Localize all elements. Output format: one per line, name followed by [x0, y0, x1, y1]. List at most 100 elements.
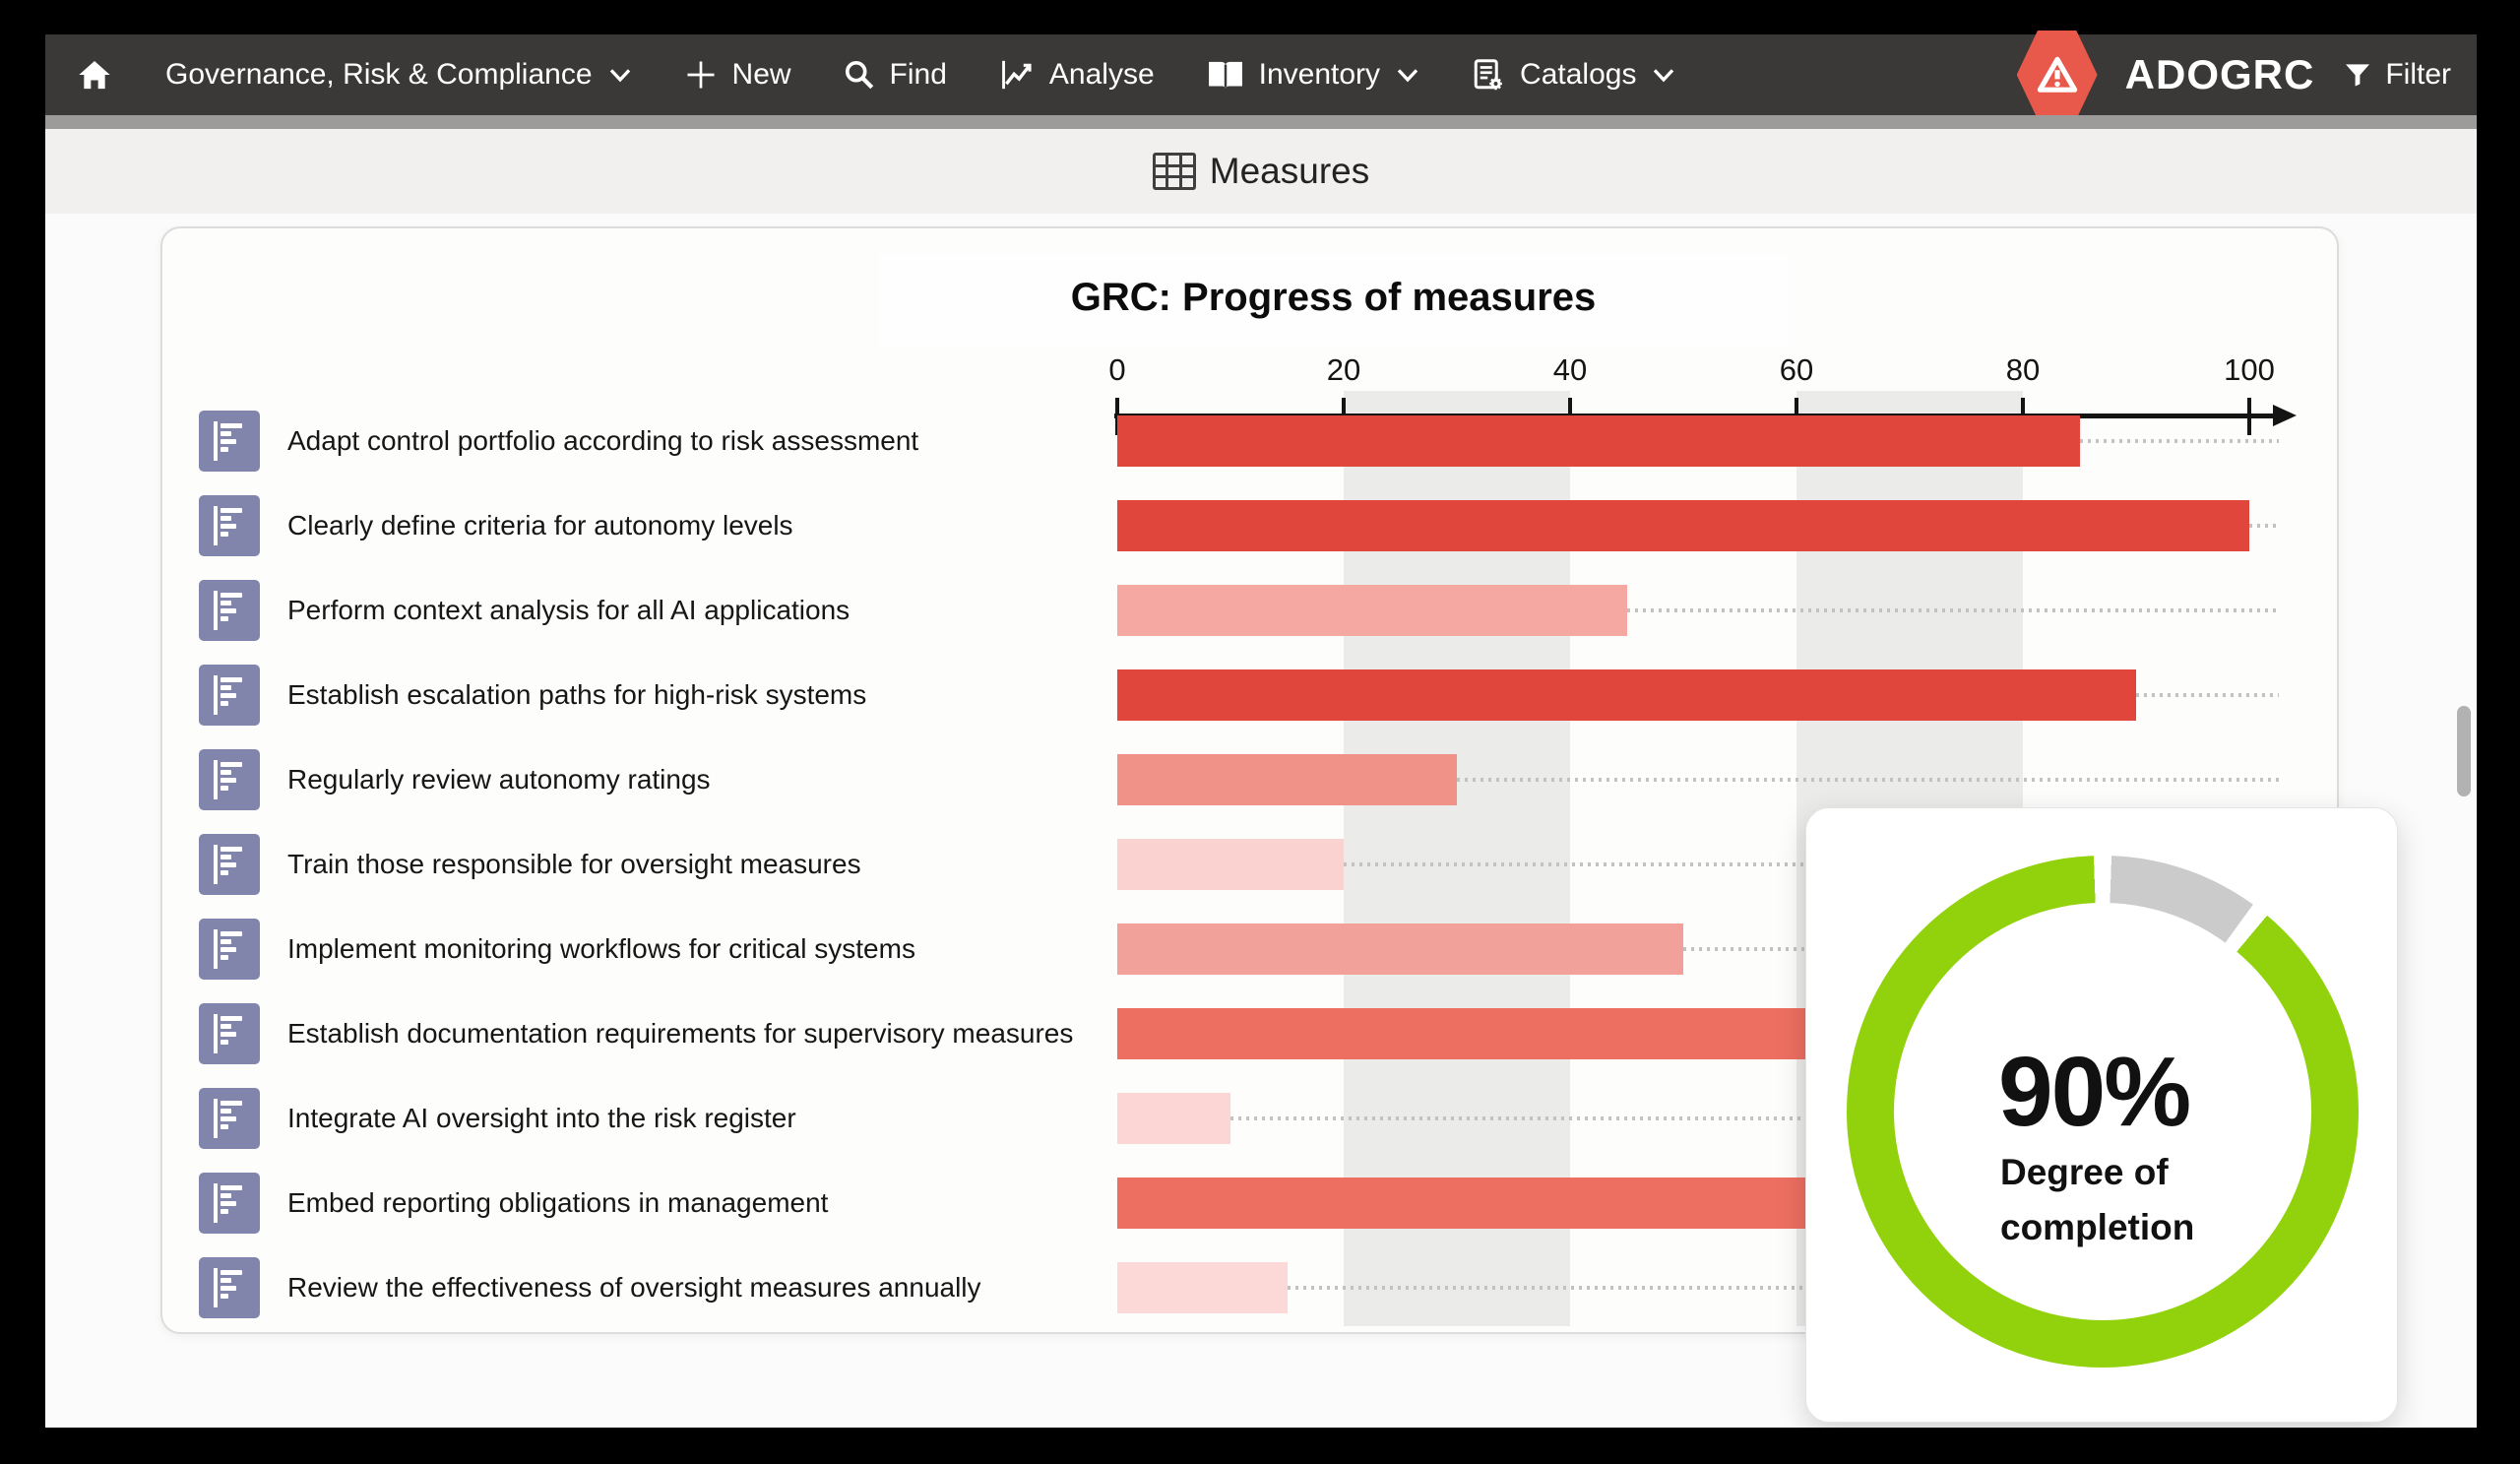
measure-tile[interactable]	[199, 919, 260, 980]
x-axis-tick-label: 60	[1779, 352, 1814, 387]
nav-item-new[interactable]: New	[683, 57, 791, 93]
measure-tile[interactable]	[199, 834, 260, 895]
leader-line	[1230, 1116, 2279, 1120]
progress-bar	[1117, 500, 2249, 551]
x-axis-tick-label: 20	[1326, 352, 1361, 387]
chart-title-strip	[878, 254, 1789, 347]
catalog-icon	[1471, 57, 1506, 93]
nav-right: ADOGRC Filter	[2016, 31, 2451, 119]
bar-chart-tile-icon	[214, 506, 247, 545]
nav-item-catalogs[interactable]: Catalogs	[1471, 57, 1675, 93]
brand-name: ADOGRC	[2124, 51, 2315, 97]
leader-line	[1626, 608, 2279, 612]
book-icon	[1206, 58, 1245, 92]
progress-bar	[1117, 1008, 1808, 1059]
measure-tile[interactable]	[199, 665, 260, 726]
gauge-caption-line1: Degree of	[2000, 1152, 2169, 1192]
nav-divider-strip	[45, 115, 2477, 129]
nav-item-analyse[interactable]: Analyse	[998, 58, 1155, 92]
leader-line	[2136, 693, 2279, 697]
nav-item-grc-module[interactable]: Governance, Risk & Compliance	[165, 58, 632, 92]
analyse-icon	[998, 58, 1036, 92]
measure-label[interactable]: Implement monitoring workflows for criti…	[287, 933, 915, 964]
measure-tile[interactable]	[199, 749, 260, 810]
bar-chart-tile-icon	[214, 1183, 247, 1223]
measure-tile[interactable]	[199, 580, 260, 641]
measure-label[interactable]: Perform context analysis for all AI appl…	[287, 595, 850, 625]
progress-bar	[1117, 839, 1344, 890]
warning-triangle-icon	[2034, 51, 2081, 98]
measure-label[interactable]: Train those responsible for oversight me…	[287, 849, 861, 879]
progress-bar	[1117, 923, 1683, 975]
leader-line	[1287, 1286, 2279, 1290]
nav-item-find[interactable]: Find	[843, 58, 947, 92]
progress-bar	[1117, 1262, 1288, 1313]
nav-item-label: New	[731, 58, 791, 91]
x-axis-tick-label: 40	[1552, 352, 1588, 387]
plus-icon	[683, 57, 719, 93]
measure-label[interactable]: Establish documentation requirements for…	[287, 1018, 1074, 1049]
measure-label[interactable]: Clearly define criteria for autonomy lev…	[287, 510, 793, 541]
x-axis-tick-label: 0	[1108, 352, 1126, 387]
completion-popup: 90% Degree of completion	[1805, 807, 2398, 1423]
filter-icon	[2342, 59, 2373, 91]
measure-tile[interactable]	[199, 1173, 260, 1234]
nav-item-label: Catalogs	[1520, 58, 1637, 91]
chevron-down-icon	[1652, 68, 1675, 83]
leader-line	[2079, 439, 2279, 443]
progress-bar	[1117, 754, 1457, 805]
table-grid-icon	[1152, 153, 1196, 190]
measure-label[interactable]: Adapt control portfolio according to ris…	[287, 425, 919, 456]
scrollbar-thumb[interactable]	[2457, 706, 2471, 796]
home-icon	[75, 55, 114, 95]
x-axis-tick-label: 100	[2224, 352, 2275, 387]
bar-chart-tile-icon	[214, 845, 247, 884]
chevron-down-icon	[608, 68, 632, 83]
bar-chart-tile-icon	[214, 421, 247, 461]
nav-item-label: Analyse	[1048, 58, 1155, 91]
measure-tile[interactable]	[199, 495, 260, 556]
bar-chart-tile-icon	[214, 1099, 247, 1138]
bar-chart-tile-icon	[214, 1014, 247, 1053]
nav-item-label: Inventory	[1258, 58, 1381, 91]
progress-bar	[1117, 585, 1627, 636]
page-header: Measures	[45, 129, 2477, 214]
bar-chart-tile-icon	[214, 1268, 247, 1307]
gauge-caption: Degree of completion	[2000, 1145, 2194, 1254]
brand-logo	[2016, 31, 2098, 119]
chevron-down-icon	[1396, 68, 1419, 83]
filter-button[interactable]: Filter	[2342, 58, 2451, 92]
progress-bar	[1117, 669, 2136, 721]
progress-bar	[1117, 1178, 1808, 1229]
leader-line	[2249, 524, 2279, 528]
bar-chart-tile-icon	[214, 760, 247, 799]
progress-bar	[1117, 1093, 1230, 1144]
x-axis-tick	[2247, 398, 2251, 435]
navbar: Governance, Risk & Compliance New Find Anal…	[45, 31, 2477, 119]
donut-hole	[1894, 903, 2311, 1320]
measure-label[interactable]: Regularly review autonomy ratings	[287, 764, 711, 795]
measure-tile[interactable]	[199, 1003, 260, 1064]
nav-item-home[interactable]	[75, 55, 114, 95]
measure-label[interactable]: Integrate AI oversight into the risk reg…	[287, 1103, 796, 1133]
measure-tile[interactable]	[199, 1257, 260, 1318]
x-axis-tick-label: 80	[2005, 352, 2041, 387]
measure-label[interactable]: Review the effectiveness of oversight me…	[287, 1272, 981, 1303]
search-icon	[843, 58, 876, 92]
nav-menu: Governance, Risk & Compliance New Find Anal…	[45, 34, 1675, 115]
x-axis-arrow-icon	[2273, 405, 2297, 426]
measure-label[interactable]: Embed reporting obligations in managemen…	[287, 1187, 829, 1218]
page-title: Measures	[1209, 151, 1370, 191]
filter-label: Filter	[2385, 58, 2451, 91]
nav-item-label: Find	[889, 58, 947, 91]
measure-tile[interactable]	[199, 411, 260, 472]
bar-chart-tile-icon	[214, 675, 247, 715]
measure-label[interactable]: Establish escalation paths for high-risk…	[287, 679, 867, 710]
measure-tile[interactable]	[199, 1088, 260, 1149]
bar-chart-tile-icon	[214, 929, 247, 969]
bar-chart-tile-icon	[214, 591, 247, 630]
nav-item-label: Governance, Risk & Compliance	[165, 58, 593, 91]
gauge-value: 90%	[1998, 1037, 2191, 1147]
nav-item-inventory[interactable]: Inventory	[1206, 58, 1419, 92]
